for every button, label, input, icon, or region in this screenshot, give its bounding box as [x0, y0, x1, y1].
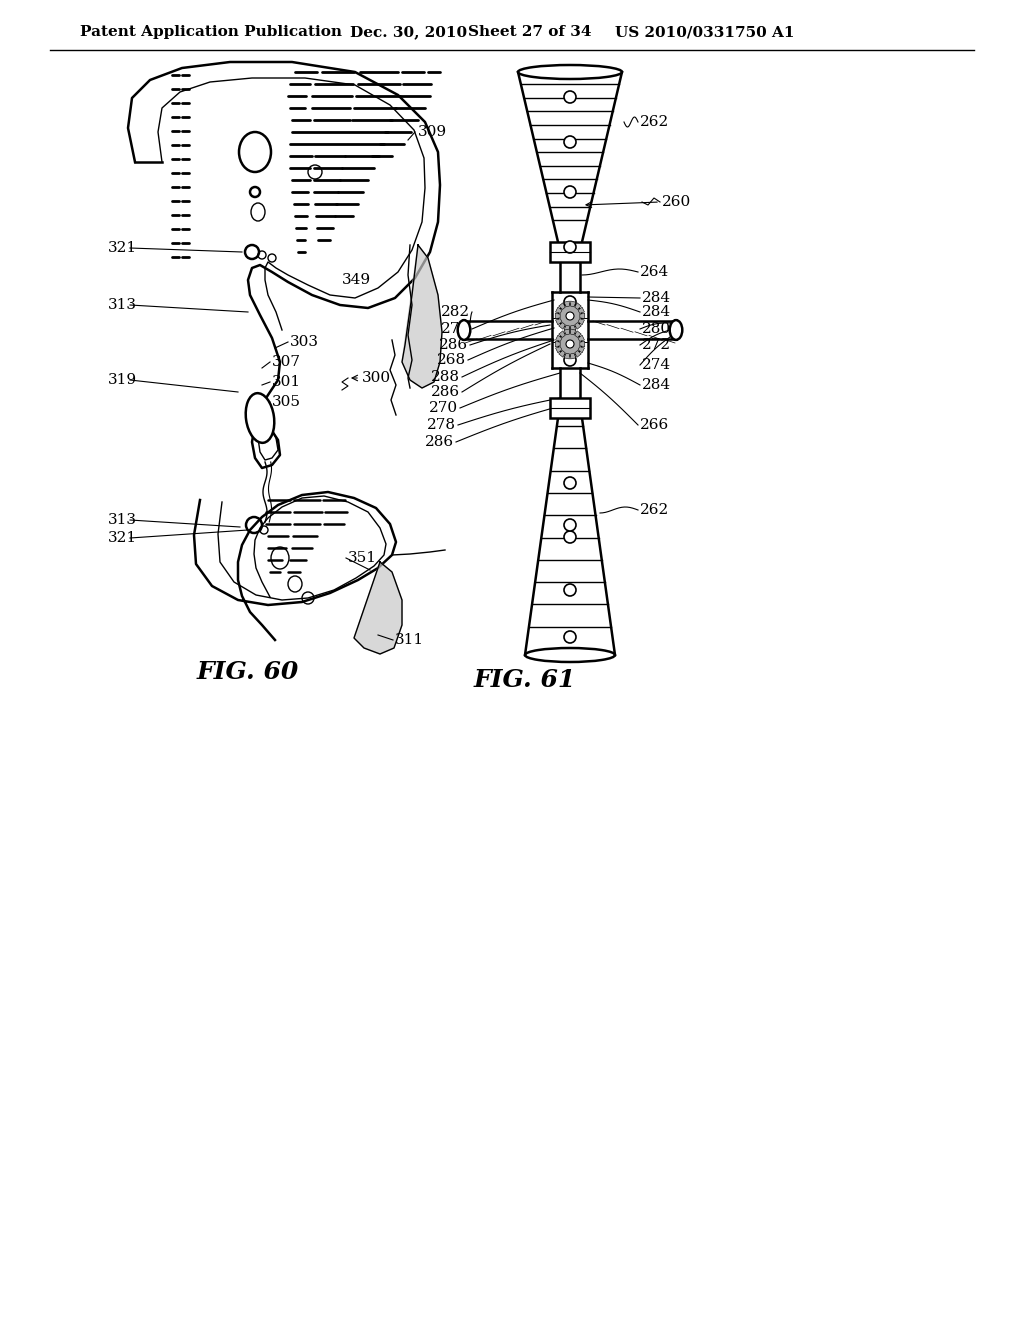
Text: 321: 321: [108, 242, 137, 255]
Text: 288: 288: [431, 370, 460, 384]
Text: 351: 351: [348, 550, 377, 565]
Text: 282: 282: [441, 305, 470, 319]
Bar: [550, 242, 590, 261]
Text: 284: 284: [642, 305, 671, 319]
Polygon shape: [556, 308, 562, 313]
Polygon shape: [564, 329, 569, 335]
Text: 307: 307: [272, 355, 301, 370]
Text: 270: 270: [429, 401, 458, 414]
Text: 260: 260: [662, 195, 691, 209]
Circle shape: [566, 312, 574, 319]
Text: FIG. 61: FIG. 61: [474, 668, 577, 692]
Polygon shape: [556, 347, 562, 352]
Ellipse shape: [518, 65, 622, 79]
Polygon shape: [570, 301, 575, 306]
Text: 284: 284: [642, 290, 671, 305]
Ellipse shape: [525, 648, 615, 663]
Polygon shape: [559, 302, 565, 309]
Text: 313: 313: [108, 298, 137, 312]
Text: FIG. 60: FIG. 60: [197, 660, 299, 684]
Ellipse shape: [458, 321, 470, 341]
Polygon shape: [574, 302, 582, 309]
Text: 262: 262: [640, 115, 670, 129]
Polygon shape: [564, 301, 569, 306]
Polygon shape: [555, 313, 560, 318]
Polygon shape: [556, 318, 562, 325]
Circle shape: [564, 519, 575, 531]
Circle shape: [564, 186, 575, 198]
Text: 305: 305: [272, 395, 301, 409]
Text: Patent Application Publication: Patent Application Publication: [80, 25, 342, 40]
Text: 280: 280: [642, 322, 671, 337]
Text: 300: 300: [362, 371, 391, 385]
Circle shape: [566, 341, 574, 348]
Circle shape: [564, 477, 575, 488]
Text: 303: 303: [290, 335, 319, 348]
Text: 264: 264: [640, 265, 670, 279]
Polygon shape: [580, 313, 585, 318]
Polygon shape: [555, 342, 560, 347]
Text: US 2010/0331750 A1: US 2010/0331750 A1: [615, 25, 795, 40]
Text: 278: 278: [427, 418, 456, 432]
Circle shape: [564, 354, 575, 366]
Polygon shape: [564, 354, 569, 359]
Text: 313: 313: [108, 513, 137, 527]
Polygon shape: [559, 322, 565, 329]
Circle shape: [564, 583, 575, 597]
Polygon shape: [559, 331, 565, 338]
Polygon shape: [579, 335, 585, 342]
Polygon shape: [574, 351, 582, 358]
Text: 262: 262: [640, 503, 670, 517]
Text: 301: 301: [272, 375, 301, 389]
Circle shape: [564, 242, 575, 253]
Text: 286: 286: [439, 338, 468, 352]
Polygon shape: [574, 322, 582, 329]
Polygon shape: [570, 325, 575, 331]
Text: 321: 321: [108, 531, 137, 545]
Circle shape: [564, 136, 575, 148]
Text: 309: 309: [418, 125, 447, 139]
Polygon shape: [570, 329, 575, 335]
Polygon shape: [402, 246, 442, 388]
Circle shape: [558, 304, 582, 327]
Text: Dec. 30, 2010: Dec. 30, 2010: [350, 25, 467, 40]
Text: 276: 276: [441, 322, 470, 337]
Polygon shape: [579, 347, 585, 352]
Polygon shape: [579, 318, 585, 325]
Text: 284: 284: [642, 378, 671, 392]
Circle shape: [564, 91, 575, 103]
Text: 274: 274: [642, 358, 671, 372]
Polygon shape: [559, 351, 565, 358]
Polygon shape: [580, 342, 585, 347]
Text: Sheet 27 of 34: Sheet 27 of 34: [468, 25, 592, 40]
Text: 286: 286: [431, 385, 460, 399]
Polygon shape: [579, 308, 585, 313]
Text: 268: 268: [437, 352, 466, 367]
Circle shape: [564, 631, 575, 643]
Text: 286: 286: [425, 436, 454, 449]
Polygon shape: [564, 325, 569, 331]
Text: 272: 272: [642, 338, 671, 352]
Ellipse shape: [246, 393, 274, 442]
Ellipse shape: [670, 321, 682, 341]
Bar: [550, 399, 590, 418]
Text: 311: 311: [395, 634, 424, 647]
Polygon shape: [570, 354, 575, 359]
Circle shape: [564, 531, 575, 543]
Text: 319: 319: [108, 374, 137, 387]
Polygon shape: [556, 335, 562, 342]
Text: 349: 349: [342, 273, 371, 286]
Polygon shape: [574, 331, 582, 338]
Circle shape: [558, 333, 582, 356]
Text: 266: 266: [640, 418, 670, 432]
Circle shape: [564, 296, 575, 308]
Polygon shape: [354, 562, 402, 653]
